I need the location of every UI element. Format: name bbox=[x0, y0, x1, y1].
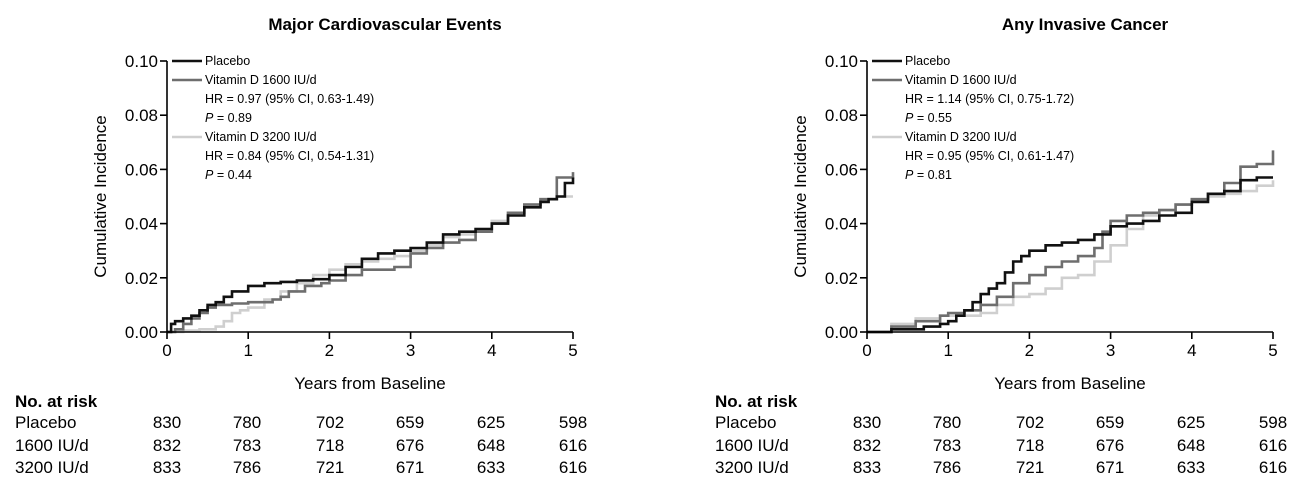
risk-count: 598 bbox=[559, 413, 587, 432]
risk-row-label: 3200 IU/d bbox=[715, 458, 789, 477]
risk-count: 625 bbox=[477, 413, 505, 432]
x-tick-label: 3 bbox=[1106, 341, 1115, 360]
y-tick-label: 0.10 bbox=[825, 52, 858, 71]
legend-stat: HR = 1.14 (95% CI, 0.75-1.72) bbox=[905, 92, 1074, 106]
legend-label: Placebo bbox=[905, 54, 950, 68]
y-tick-label: 0.10 bbox=[125, 52, 158, 71]
legend-label: Placebo bbox=[205, 54, 250, 68]
risk-count: 648 bbox=[477, 436, 505, 455]
risk-count: 616 bbox=[559, 458, 587, 477]
risk-count: 616 bbox=[1259, 458, 1287, 477]
risk-count: 833 bbox=[853, 458, 881, 477]
risk-count: 783 bbox=[933, 436, 961, 455]
legend-stat: HR = 0.95 (95% CI, 0.61-1.47) bbox=[905, 149, 1074, 163]
y-tick-label: 0.02 bbox=[125, 269, 158, 288]
risk-count: 659 bbox=[396, 413, 424, 432]
legend-label: Vitamin D 1600 IU/d bbox=[905, 73, 1017, 87]
risk-row-label: 1600 IU/d bbox=[15, 436, 89, 455]
legend-stat: P = 0.89 bbox=[205, 111, 252, 125]
legend-stat: P = 0.44 bbox=[205, 168, 252, 182]
y-tick-label: 0.00 bbox=[825, 323, 858, 342]
risk-count: 721 bbox=[1016, 458, 1044, 477]
risk-count: 786 bbox=[233, 458, 261, 477]
risk-count: 702 bbox=[316, 413, 344, 432]
legend-label: Vitamin D 1600 IU/d bbox=[205, 73, 317, 87]
risk-count: 832 bbox=[853, 436, 881, 455]
risk-row-label: 1600 IU/d bbox=[715, 436, 789, 455]
y-tick-label: 0.08 bbox=[825, 106, 858, 125]
risk-count: 633 bbox=[477, 458, 505, 477]
x-tick-label: 4 bbox=[487, 341, 496, 360]
x-tick-label: 0 bbox=[162, 341, 171, 360]
risk-count: 721 bbox=[316, 458, 344, 477]
risk-count: 616 bbox=[559, 436, 587, 455]
chart-title: Any Invasive Cancer bbox=[1002, 15, 1169, 34]
y-tick-label: 0.08 bbox=[125, 106, 158, 125]
risk-count: 718 bbox=[316, 436, 344, 455]
legend-label: Vitamin D 3200 IU/d bbox=[905, 130, 1017, 144]
risk-count: 648 bbox=[1177, 436, 1205, 455]
risk-count: 625 bbox=[1177, 413, 1205, 432]
risk-table-heading: No. at risk bbox=[715, 392, 798, 411]
risk-row-label: 3200 IU/d bbox=[15, 458, 89, 477]
legend-label: Vitamin D 3200 IU/d bbox=[205, 130, 317, 144]
series-line-placebo bbox=[167, 177, 575, 334]
x-tick-label: 2 bbox=[1025, 341, 1034, 360]
risk-count: 718 bbox=[1016, 436, 1044, 455]
y-tick-label: 0.00 bbox=[125, 323, 158, 342]
x-tick-label: 1 bbox=[243, 341, 252, 360]
risk-count: 780 bbox=[933, 413, 961, 432]
risk-count: 830 bbox=[153, 413, 181, 432]
risk-table-heading: No. at risk bbox=[15, 392, 98, 411]
y-axis-label: Cumulative Incidence bbox=[91, 115, 110, 278]
y-tick-label: 0.06 bbox=[125, 160, 158, 179]
risk-count: 830 bbox=[853, 413, 881, 432]
legend-stat: HR = 0.97 (95% CI, 0.63-1.49) bbox=[205, 92, 374, 106]
x-tick-label: 5 bbox=[1268, 341, 1277, 360]
x-tick-label: 2 bbox=[325, 341, 334, 360]
risk-count: 702 bbox=[1016, 413, 1044, 432]
risk-count: 659 bbox=[1096, 413, 1124, 432]
risk-count: 832 bbox=[153, 436, 181, 455]
series-line-vd3200 bbox=[167, 195, 573, 334]
y-tick-label: 0.04 bbox=[825, 215, 858, 234]
x-tick-label: 0 bbox=[862, 341, 871, 360]
risk-count: 633 bbox=[1177, 458, 1205, 477]
x-tick-label: 1 bbox=[943, 341, 952, 360]
risk-row-label: Placebo bbox=[15, 413, 76, 432]
series-line-vd1600 bbox=[167, 172, 575, 334]
risk-count: 833 bbox=[153, 458, 181, 477]
x-axis-label: Years from Baseline bbox=[294, 374, 446, 393]
y-tick-label: 0.02 bbox=[825, 269, 858, 288]
x-tick-label: 3 bbox=[406, 341, 415, 360]
risk-count: 780 bbox=[233, 413, 261, 432]
series-line-placebo bbox=[867, 176, 1273, 334]
risk-count: 676 bbox=[396, 436, 424, 455]
legend-stat: P = 0.81 bbox=[905, 168, 952, 182]
x-axis-label: Years from Baseline bbox=[994, 374, 1146, 393]
series-line-vd3200 bbox=[867, 180, 1275, 334]
legend-stat: P = 0.55 bbox=[905, 111, 952, 125]
y-tick-label: 0.06 bbox=[825, 160, 858, 179]
risk-count: 598 bbox=[1259, 413, 1287, 432]
risk-count: 786 bbox=[933, 458, 961, 477]
y-axis-label: Cumulative Incidence bbox=[791, 115, 810, 278]
risk-count: 671 bbox=[396, 458, 424, 477]
risk-count: 616 bbox=[1259, 436, 1287, 455]
chart-panel-cardiovascular: Major Cardiovascular Events 0.00 0.02 0.04 0… bbox=[0, 0, 640, 483]
legend-stat: HR = 0.84 (95% CI, 0.54-1.31) bbox=[205, 149, 374, 163]
chart-panel-cancer: Any Invasive Cancer 0.00 0.02 0.04 0.06 0.08 0… bbox=[700, 0, 1291, 483]
risk-count: 783 bbox=[233, 436, 261, 455]
y-tick-label: 0.04 bbox=[125, 215, 158, 234]
risk-count: 671 bbox=[1096, 458, 1124, 477]
risk-count: 676 bbox=[1096, 436, 1124, 455]
chart-title: Major Cardiovascular Events bbox=[268, 15, 501, 34]
chart-svg-cancer: Any Invasive Cancer 0.00 0.02 0.04 0.06 0.08 0… bbox=[715, 15, 1287, 477]
x-tick-label: 5 bbox=[568, 341, 577, 360]
risk-row-label: Placebo bbox=[715, 413, 776, 432]
chart-svg-cardiovascular: Major Cardiovascular Events 0.00 0.02 0.04 0… bbox=[15, 15, 587, 477]
x-tick-label: 4 bbox=[1187, 341, 1196, 360]
